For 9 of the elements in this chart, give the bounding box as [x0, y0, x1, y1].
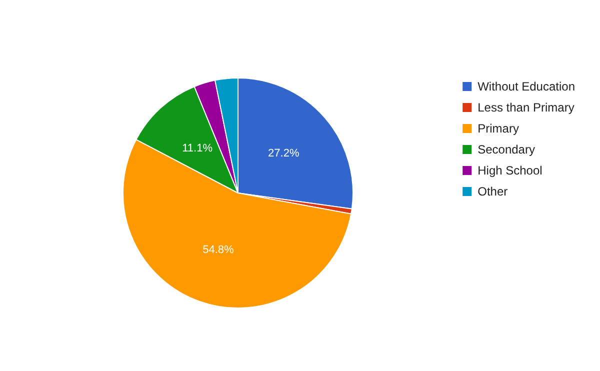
data-label: 11.1% — [182, 142, 213, 154]
data-label: 27.2% — [268, 147, 300, 160]
legend-label: Less than Primary — [478, 100, 574, 114]
legend-label: Other — [478, 184, 508, 198]
data-label: 54.8% — [202, 244, 234, 256]
legend-label: High School — [478, 164, 542, 178]
legend-label: Without Education — [478, 80, 575, 94]
legend-label: Secondary — [478, 142, 535, 156]
legend-label: Primary — [478, 122, 519, 136]
